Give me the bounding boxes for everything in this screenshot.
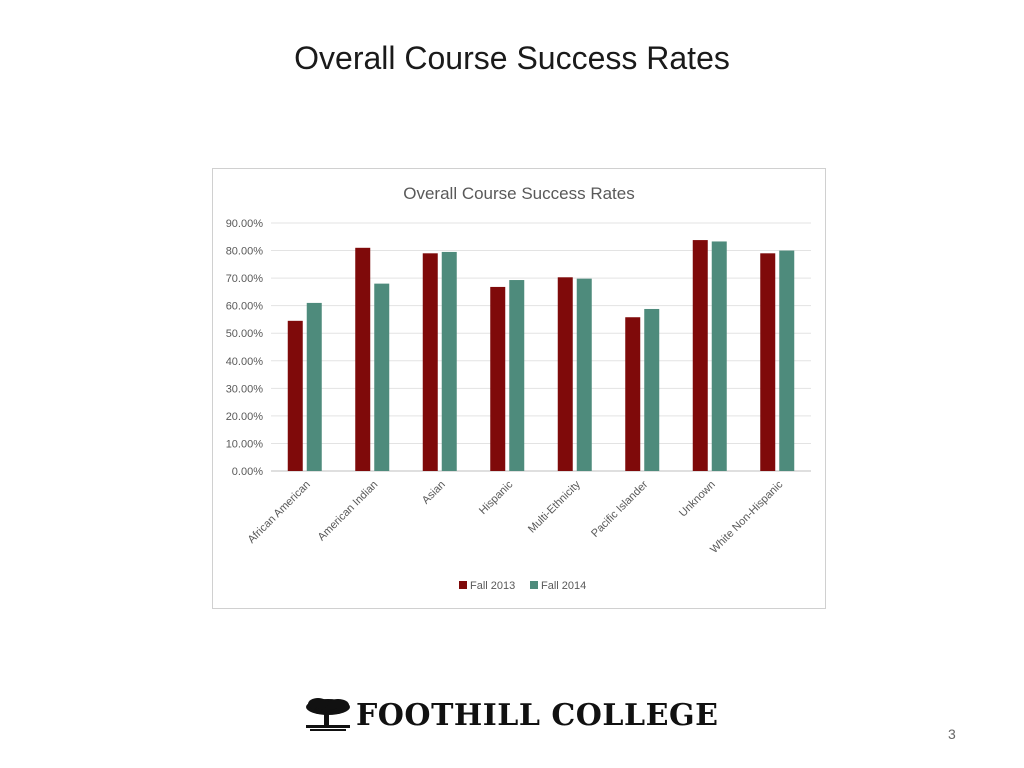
y-tick-label: 40.00% — [226, 356, 264, 368]
bar-fall-2014 — [374, 283, 390, 471]
chart-title: Overall Course Success Rates — [403, 184, 634, 203]
y-tick-label: 50.00% — [226, 328, 264, 340]
x-tick-label: White Non-Hispanic — [708, 478, 786, 556]
bar-fall-2013 — [490, 286, 506, 471]
y-tick-label: 70.00% — [226, 273, 264, 285]
bar-fall-2013 — [760, 253, 776, 471]
y-tick-label: 90.00% — [226, 218, 264, 230]
legend-swatch — [459, 581, 467, 589]
bar-fall-2014 — [306, 302, 322, 471]
x-tick-label: Unknown — [677, 479, 718, 520]
x-tick-label: Asian — [420, 479, 448, 507]
bar-fall-2014 — [644, 308, 660, 471]
bar-fall-2013 — [557, 277, 573, 471]
bar-fall-2014 — [711, 241, 727, 471]
legend-label: Fall 2013 — [470, 580, 515, 592]
foothill-college-logo: FOOTHILL COLLEGE — [304, 694, 724, 734]
legend-swatch — [530, 581, 538, 589]
page-number: 3 — [948, 726, 956, 742]
bar-fall-2013 — [625, 317, 641, 471]
x-tick-label: Multi-Ethnicity — [526, 478, 583, 535]
x-tick-label: African American — [246, 479, 313, 546]
bar-fall-2014 — [441, 251, 457, 471]
x-tick-label: American Indian — [316, 479, 381, 544]
bar-fall-2014 — [779, 250, 795, 471]
legend-label: Fall 2014 — [541, 580, 586, 592]
y-tick-label: 80.00% — [226, 246, 264, 258]
y-tick-label: 30.00% — [226, 383, 264, 395]
slide-title: Overall Course Success Rates — [294, 40, 730, 76]
y-tick-label: 20.00% — [226, 411, 264, 423]
bar-chart: Overall Course Success Rates 0.00% 10.00% 2… — [226, 184, 811, 592]
bar-fall-2013 — [287, 320, 303, 471]
y-tick-label: 10.00% — [226, 438, 264, 450]
y-tick-label: 60.00% — [226, 301, 264, 313]
y-tick-label: 0.00% — [232, 466, 263, 478]
x-tick-label: Hispanic — [477, 478, 516, 517]
logo-text: FOOTHILL COLLEGE — [356, 698, 719, 733]
x-tick-label: Pacific Islander — [589, 478, 650, 539]
chart-container: Overall Course Success Rates 0.00% 10.00% 2… — [212, 168, 826, 609]
bar-fall-2014 — [509, 280, 525, 471]
bar-fall-2013 — [422, 253, 438, 471]
bar-fall-2014 — [576, 278, 592, 471]
bar-fall-2013 — [355, 247, 371, 471]
oak-tree-icon — [306, 698, 350, 731]
bar-fall-2013 — [692, 240, 708, 471]
